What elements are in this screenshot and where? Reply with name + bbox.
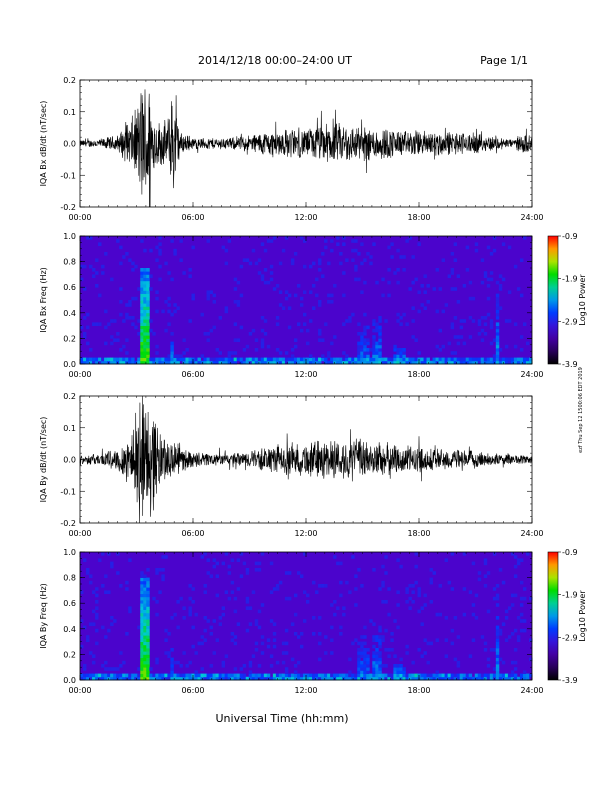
y-tick-label: 0.4 xyxy=(63,625,76,634)
y-axis-title: IQA Bx dB/dt (nT/sec) xyxy=(39,101,48,187)
y-tick-label: 0.1 xyxy=(63,108,76,117)
y-tick-label: 0.1 xyxy=(63,424,76,433)
y-tick-label: 1.0 xyxy=(63,548,76,557)
y-tick-label: -0.1 xyxy=(60,487,76,496)
colorbar-label: Log10 Power xyxy=(578,590,587,642)
y-tick-label: 0.2 xyxy=(63,392,76,401)
panel-1: 00:00 06:00 12:00 18:00 24:00 0.2 0.1 0.0 -0.1 -0… xyxy=(39,76,544,222)
y-tick-label: 0.6 xyxy=(63,599,76,608)
colorbar-tick-label: -0.9 xyxy=(562,232,578,241)
colorbar-tick-label: -1.9 xyxy=(562,591,578,600)
colorbar-tick-label: -0.9 xyxy=(562,548,578,557)
colorbar-tick-label: -2.9 xyxy=(562,633,578,642)
y-axis-title: IQA Bx Freq (Hz) xyxy=(39,267,48,333)
x-tick-label: 24:00 xyxy=(520,370,543,379)
y-tick-label: 0.8 xyxy=(63,258,76,267)
y-tick-label: 0.2 xyxy=(63,650,76,659)
y-tick-label: -0.2 xyxy=(60,203,76,212)
x-tick-label: 06:00 xyxy=(181,529,204,538)
x-tick-label: 12:00 xyxy=(294,529,317,538)
x-tick-label: 18:00 xyxy=(407,686,430,695)
colorbar-tick-label: -3.9 xyxy=(562,676,578,685)
colorbar-tick-label: -2.9 xyxy=(562,317,578,326)
colorbar xyxy=(547,235,559,365)
y-tick-label: 1.0 xyxy=(63,232,76,241)
timestamp-stamp: ezf Thu Sep 12 1500:06 EDT 2019 xyxy=(578,367,584,453)
x-tick-label: 24:00 xyxy=(520,686,543,695)
panels: 00:00 06:00 12:00 18:00 24:00 0.2 0.1 0.0 -0.1 -0… xyxy=(39,76,587,695)
x-tick-label: 06:00 xyxy=(181,213,204,222)
x-tick-label: 00:00 xyxy=(68,370,91,379)
waveform-trace xyxy=(79,395,533,524)
x-tick-label: 24:00 xyxy=(520,529,543,538)
colorbar-label: Log10 Power xyxy=(578,274,587,326)
x-tick-label: 12:00 xyxy=(294,213,317,222)
y-tick-label: 0.0 xyxy=(63,456,76,465)
y-tick-label: 0.0 xyxy=(63,676,76,685)
y-axis-title: IQA By Freq (Hz) xyxy=(39,583,48,649)
panel-2: -0.9 -1.9 -2.9 -3.9 Log10 Power 00:00 06:00 12:… xyxy=(39,232,587,379)
x-tick-label: 18:00 xyxy=(407,370,430,379)
page-title: 2014/12/18 00:00–24:00 UT xyxy=(198,54,352,67)
x-tick-label: 06:00 xyxy=(181,686,204,695)
x-tick-label: 06:00 xyxy=(181,370,204,379)
colorbar-tick-label: -1.9 xyxy=(562,275,578,284)
x-tick-label: 12:00 xyxy=(294,686,317,695)
y-tick-label: -0.2 xyxy=(60,519,76,528)
panel-3: 00:00 06:00 12:00 18:00 24:00 0.2 0.1 0.0 -0.1 -0… xyxy=(39,392,544,538)
x-tick-label: 18:00 xyxy=(407,213,430,222)
y-tick-label: 0.4 xyxy=(63,309,76,318)
x-tick-label: 00:00 xyxy=(68,213,91,222)
spectrogram-cells xyxy=(80,552,533,681)
y-tick-label: 0.8 xyxy=(63,574,76,583)
colorbar xyxy=(547,551,559,681)
x-tick-label: 00:00 xyxy=(68,529,91,538)
colorbar-tick-label: -3.9 xyxy=(562,360,578,369)
x-tick-label: 18:00 xyxy=(407,529,430,538)
y-tick-label: 0.2 xyxy=(63,76,76,85)
x-tick-label: 00:00 xyxy=(68,686,91,695)
panel-4: -0.9 -1.9 -2.9 -3.9 Log10 Power 00:00 06:00 12:… xyxy=(39,548,587,695)
y-tick-label: 0.6 xyxy=(63,283,76,292)
x-tick-label: 24:00 xyxy=(520,213,543,222)
y-tick-label: 0.0 xyxy=(63,360,76,369)
x-axis-title: Universal Time (hh:mm) xyxy=(216,712,349,725)
spectrogram-cells xyxy=(80,236,533,365)
y-axis-title: IQA By dB/dt (nT/sec) xyxy=(39,417,48,503)
x-tick-label: 12:00 xyxy=(294,370,317,379)
y-tick-label: -0.1 xyxy=(60,171,76,180)
page-number: Page 1/1 xyxy=(480,54,528,67)
waveform-trace xyxy=(79,89,533,208)
y-tick-label: 0.2 xyxy=(63,334,76,343)
y-tick-label: 0.0 xyxy=(63,140,76,149)
